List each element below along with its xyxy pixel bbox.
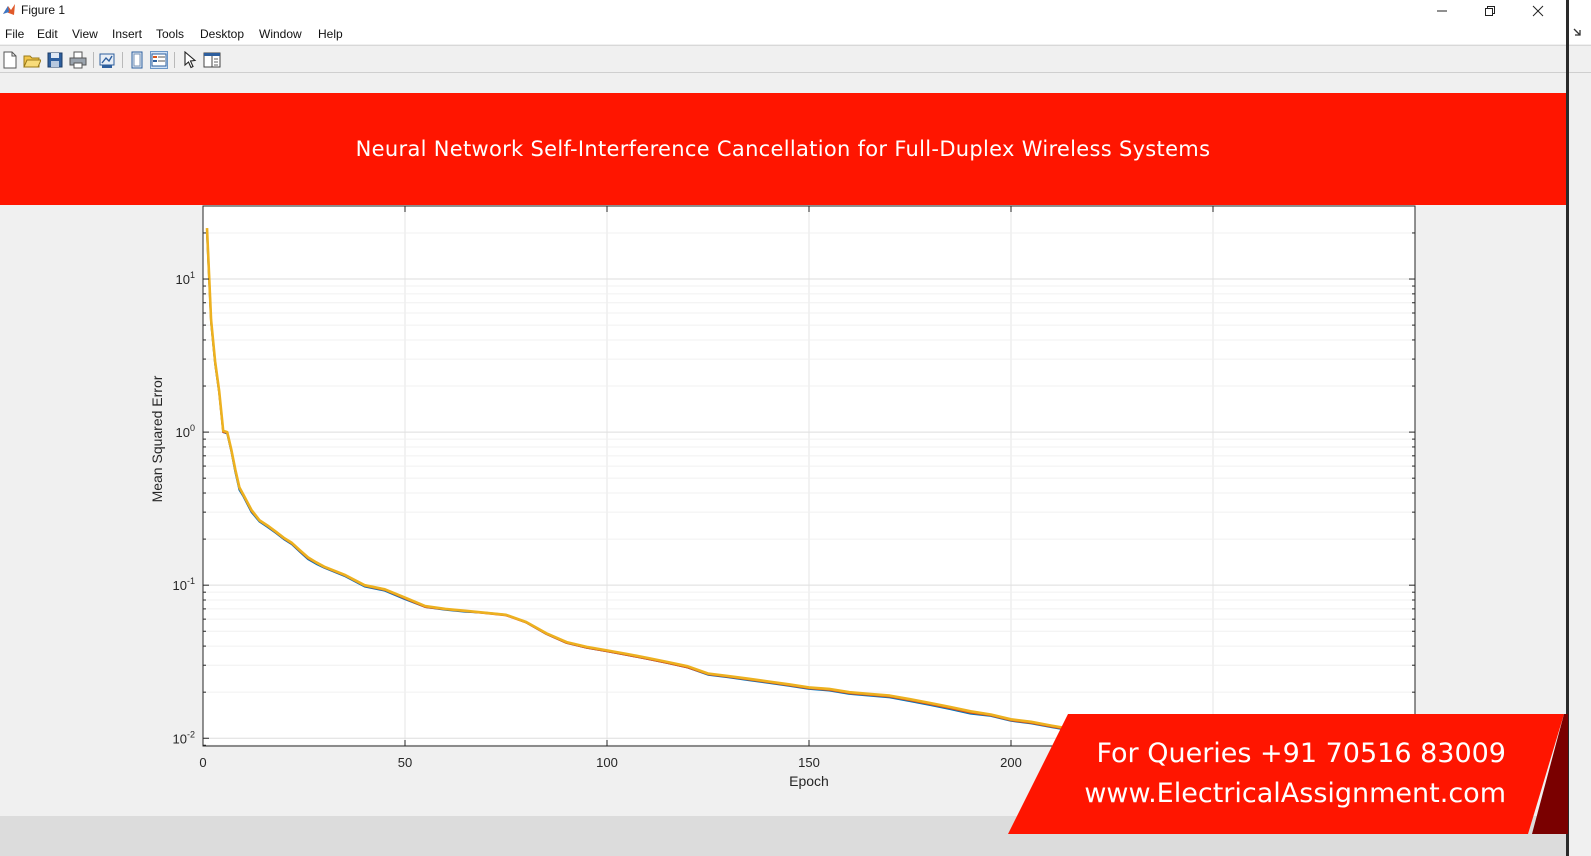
restore-icon: [1485, 6, 1495, 16]
menu-bar: File Edit View Insert Tools Desktop Wind…: [0, 22, 1591, 44]
print-icon[interactable]: [69, 51, 87, 69]
figure-toolbar: [0, 45, 1591, 73]
new-figure-icon[interactable]: [1, 51, 19, 69]
x-tick-label: 200: [1000, 755, 1022, 770]
y-axis-label: Mean Squared Error: [149, 375, 165, 502]
toolbar-separator: [93, 52, 94, 68]
toolbar-separator: [174, 52, 175, 68]
y-tick-label: 100: [176, 423, 195, 440]
menu-window[interactable]: Window: [259, 27, 302, 41]
window-edge: [1566, 0, 1569, 856]
title-banner: Neural Network Self-Interference Cancell…: [0, 93, 1566, 205]
promo-phone: For Queries +91 70516 83009: [1096, 738, 1506, 769]
banner-title: Neural Network Self-Interference Cancell…: [355, 137, 1211, 161]
window-title: Figure 1: [21, 3, 66, 17]
x-axis-label: Epoch: [789, 773, 829, 789]
close-button[interactable]: [1514, 0, 1562, 22]
mse-plot[interactable]: 0 50 100 150 200 101 100 10-1 10-2 Epoch Mean S…: [0, 0, 1566, 816]
menu-view[interactable]: View: [72, 27, 98, 41]
series-line-3: [205, 228, 1093, 735]
menu-file[interactable]: File: [5, 27, 25, 41]
menu-edit[interactable]: Edit: [37, 27, 58, 41]
open-file-icon[interactable]: [23, 51, 41, 69]
promo-shape: [1008, 714, 1568, 834]
y-tick-labels: 101 100 10-1 10-2: [173, 270, 195, 746]
y-tick-label: 101: [176, 270, 195, 287]
series-layer: [205, 228, 1093, 736]
x-tick-label: 50: [398, 755, 412, 770]
toolbar-separator: [122, 52, 123, 68]
open-property-inspector-icon[interactable]: [203, 51, 221, 69]
show-plot-tools-icon[interactable]: [150, 51, 168, 69]
x-tick-label: 100: [596, 755, 618, 770]
edit-plot-icon[interactable]: [181, 51, 199, 69]
dock-arrow-icon[interactable]: [1573, 28, 1581, 36]
matlab-icon: [3, 4, 15, 15]
title-bar: Figure 1: [0, 0, 1591, 22]
minimize-icon: [1437, 10, 1447, 12]
hide-plot-tools-icon[interactable]: [128, 51, 146, 69]
promo-website: www.ElectricalAssignment.com: [1084, 778, 1506, 809]
restore-button[interactable]: [1466, 0, 1514, 22]
grid-lines: [203, 206, 1415, 746]
menu-insert[interactable]: Insert: [112, 27, 143, 41]
close-icon: [1532, 5, 1544, 17]
y-tick-label: 10-2: [173, 729, 195, 746]
minimize-button[interactable]: [1418, 0, 1466, 22]
link-plot-icon[interactable]: [98, 51, 116, 69]
x-tick-label: 0: [199, 755, 206, 770]
menu-desktop[interactable]: Desktop: [200, 27, 245, 41]
y-tick-label: 10-1: [173, 576, 195, 593]
x-tick-labels: 0 50 100 150 200: [199, 755, 1021, 770]
menu-tools[interactable]: Tools: [156, 27, 185, 41]
save-icon[interactable]: [46, 51, 64, 69]
menu-help[interactable]: Help: [318, 27, 343, 41]
x-tick-label: 150: [798, 755, 820, 770]
promo-overlay: For Queries +91 70516 83009 www.Electric…: [1008, 714, 1568, 834]
